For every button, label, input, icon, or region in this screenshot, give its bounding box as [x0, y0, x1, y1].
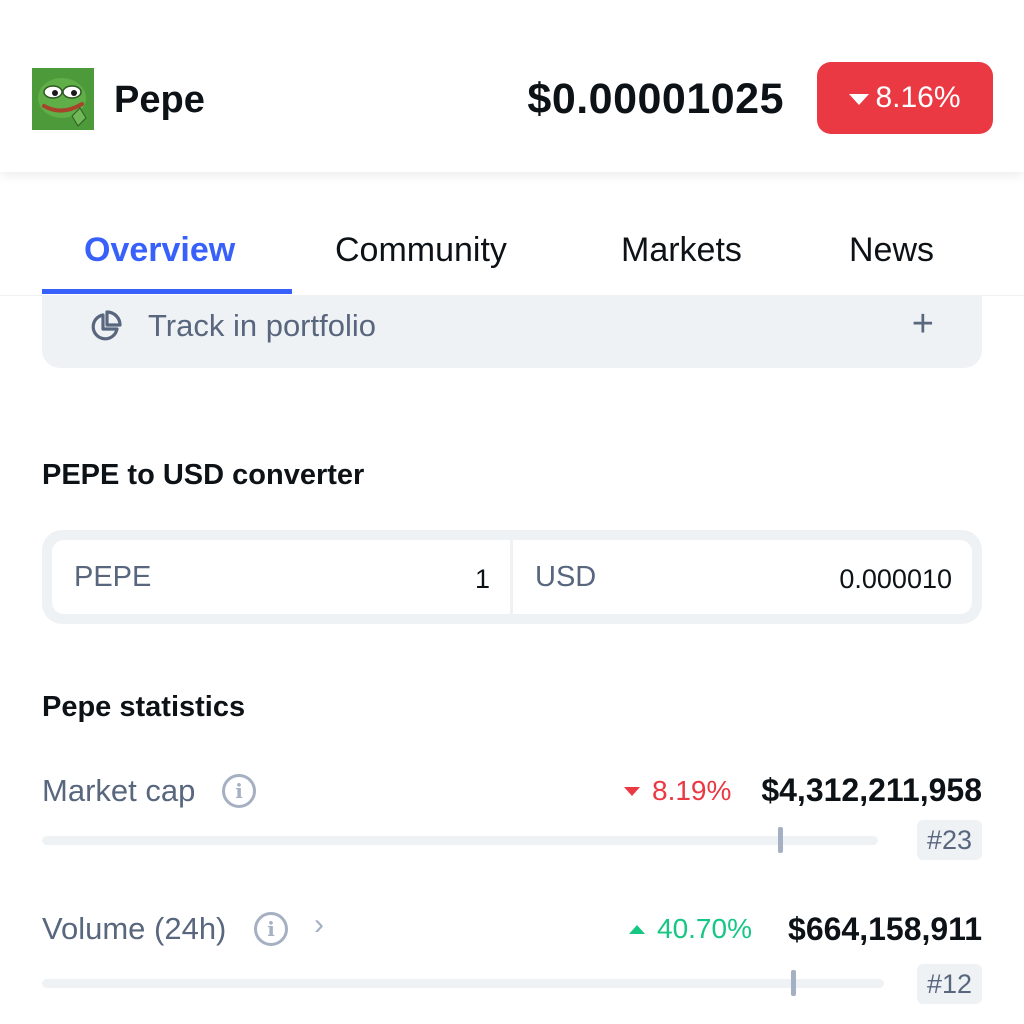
tab-bar: Overview Community Markets News — [0, 172, 1024, 296]
from-symbol: PEPE — [74, 561, 152, 593]
active-tab-indicator — [42, 289, 292, 294]
pepe-logo — [32, 68, 94, 130]
coin-name: Pepe — [114, 79, 205, 121]
caret-down-icon — [624, 786, 640, 796]
volume-value: $664,158,911 — [788, 911, 982, 947]
price-change-badge: 8.16% — [817, 62, 993, 134]
pie-chart-icon — [91, 310, 122, 341]
usd-amount-field[interactable]: USD 0.000010 — [513, 540, 972, 614]
tab-markets[interactable]: Markets — [621, 231, 742, 269]
market-cap-change: 8.19% — [624, 773, 731, 809]
caret-up-icon — [629, 924, 645, 934]
coin-price: $0.00001025 — [527, 75, 784, 123]
market-cap-value: $4,312,211,958 — [761, 772, 982, 808]
info-icon[interactable]: i — [222, 774, 256, 808]
volume-change: 40.70% — [629, 911, 752, 947]
market-cap-change-value: 8.19% — [652, 775, 732, 806]
volume-change-value: 40.70% — [657, 913, 752, 944]
to-symbol: USD — [535, 561, 597, 593]
tab-news[interactable]: News — [849, 231, 935, 269]
info-icon[interactable]: i — [254, 912, 288, 946]
market-cap-rank-bar — [42, 827, 878, 853]
currency-converter: PEPE 1 USD 0.000010 — [42, 530, 982, 624]
converter-title: PEPE to USD converter — [42, 459, 365, 491]
coin-header: Pepe $0.00001025 8.16% — [0, 0, 1024, 172]
volume-rank-badge: #12 — [916, 964, 982, 1004]
statistics-title: Pepe statistics — [42, 691, 246, 723]
volume-label: Volume (24h) — [42, 911, 227, 946]
market-cap-rank-badge: #23 — [916, 820, 982, 860]
volume-rank-marker — [791, 970, 797, 996]
price-change-value: 8.16% — [875, 81, 961, 114]
market-cap-label: Market cap — [42, 773, 196, 808]
plus-icon[interactable]: + — [911, 303, 934, 345]
volume-rank-bar — [42, 970, 884, 996]
from-value: 1 — [474, 564, 490, 594]
chevron-right-icon[interactable]: › — [314, 908, 324, 941]
tab-community[interactable]: Community — [335, 231, 507, 269]
to-value: 0.000010 — [839, 564, 952, 594]
market-cap-rank-marker — [777, 827, 783, 853]
track-in-portfolio-label: Track in portfolio — [148, 308, 376, 343]
pepe-amount-field[interactable]: PEPE 1 — [52, 540, 510, 614]
tab-overview[interactable]: Overview — [84, 231, 236, 269]
caret-down-icon — [849, 93, 870, 105]
